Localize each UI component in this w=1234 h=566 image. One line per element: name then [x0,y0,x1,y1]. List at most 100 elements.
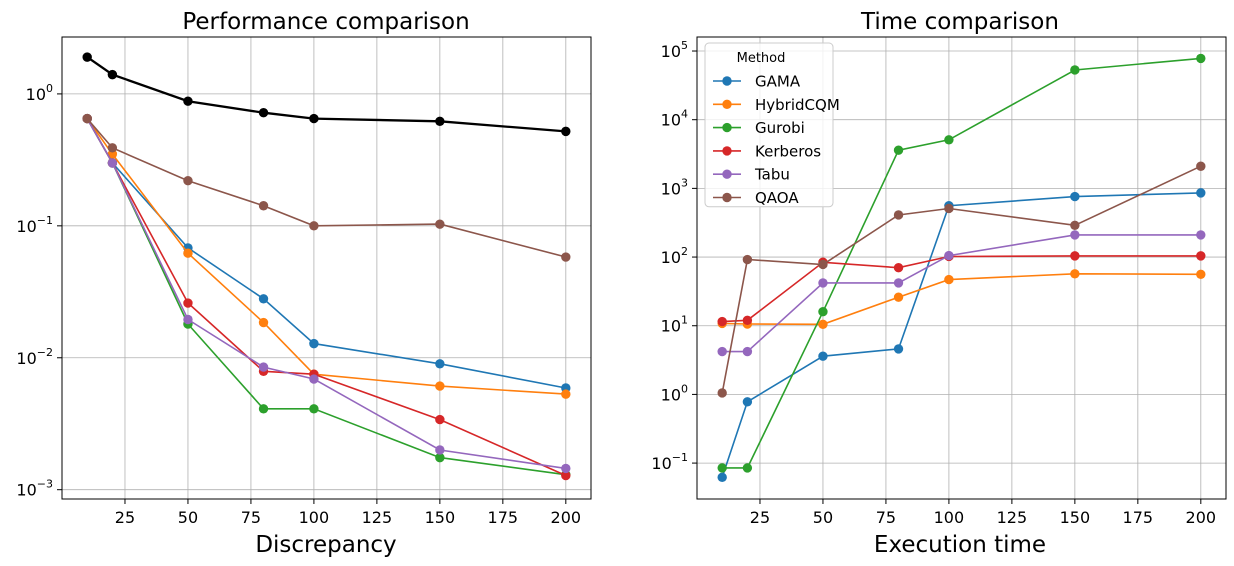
legend-label: QAOA [755,189,799,207]
legend-entry: HybridCQM [713,96,840,114]
data-point [818,307,828,317]
y-tick-label: 101 [661,314,688,336]
x-tick-label: 150 [1060,508,1091,527]
data-point [435,116,445,126]
series-gama [717,188,1206,483]
data-point [183,96,193,106]
data-point [742,254,753,265]
x-tick-label: 50 [813,508,833,527]
series-gurobi [717,53,1206,473]
data-point [561,252,571,262]
data-point [1196,230,1206,240]
data-point [717,388,727,398]
series-gurobi [82,113,571,480]
data-point [944,250,954,261]
y-tick-label: 103 [661,176,688,198]
data-point [435,381,445,391]
legend: Method GAMA HybridCQM Gurobi Kerberos Tabu QAO… [704,42,840,208]
data-point [82,113,92,124]
data-point [717,316,727,327]
legend-swatch-marker [722,169,732,179]
legend-entry: Gurobi [713,119,805,137]
data-point [1070,230,1080,240]
series-tabu [82,113,571,474]
data-point [258,317,269,328]
data-point [107,143,118,153]
data-point [309,374,319,384]
y-tick-label: 104 [661,108,688,130]
data-point [435,452,445,463]
chart-title: Performance comparison [182,9,469,35]
data-point [82,52,92,62]
data-point [742,346,753,357]
data-point [1070,65,1080,75]
data-point [717,346,727,357]
legend-label: GAMA [755,73,801,91]
data-point [1196,161,1206,171]
data-point [561,389,571,399]
series-line [86,118,566,395]
y-tick-label: 102 [661,245,688,267]
data-point [818,259,828,270]
series-line [86,118,566,476]
x-tick-label: 200 [551,508,582,527]
data-point [561,126,571,137]
legend-label: Kerberos [755,142,821,160]
data-point [893,278,904,288]
y-tick-label: 10−1 [651,451,688,473]
data-point [258,362,269,372]
axes-frame [696,36,1227,500]
data-point [1070,191,1080,202]
series-reference [82,52,571,137]
data-point [258,294,269,304]
series-hybridcqm [717,269,1206,329]
x-tick-label: 75 [241,508,261,527]
data-point [1070,220,1080,230]
x-tick-label: 175 [1123,508,1154,527]
legend-swatch-marker [722,146,732,156]
legend-label: HybridCQM [755,96,840,114]
data-point [561,463,571,474]
data-point [717,463,727,473]
series-line [86,118,566,470]
x-axis-label: Execution time [874,532,1046,558]
series-line [722,272,1201,326]
y-tick-label: 100 [661,382,688,404]
data-point [183,298,193,308]
x-tick-label: 100 [934,508,965,527]
legend-swatch-marker [722,122,732,133]
data-point [561,470,571,481]
data-point [893,145,904,155]
x-tick-label: 100 [299,508,330,527]
data-point [435,359,445,369]
legend-entry: Tabu [713,166,790,184]
data-point [1196,269,1206,280]
y-tick-label: 105 [661,39,688,61]
data-point [893,344,904,354]
data-point [435,219,445,229]
data-point [107,158,118,168]
time-chart: Time comparison Execution time 25 50 75 100… [651,9,1227,558]
x-tick-label: 150 [425,508,456,527]
x-axis-label: Discrepancy [255,532,396,558]
x-tick-label: 125 [997,508,1028,527]
data-point [435,445,445,455]
data-point [435,414,445,425]
data-point [258,404,269,414]
series-kerberos [82,113,571,481]
data-point [1070,269,1080,279]
x-tick-label: 25 [115,508,135,527]
series-line [86,118,567,477]
data-point [944,135,954,145]
data-point [258,201,269,211]
data-point [944,203,954,214]
data-point [742,315,753,325]
data-point [818,319,828,329]
data-point [183,175,193,186]
data-point [258,108,269,118]
x-tick-label: 50 [178,508,198,527]
legend-title: Method [737,51,786,66]
series-qaoa [82,113,571,262]
legend-entry: GAMA [713,73,801,91]
